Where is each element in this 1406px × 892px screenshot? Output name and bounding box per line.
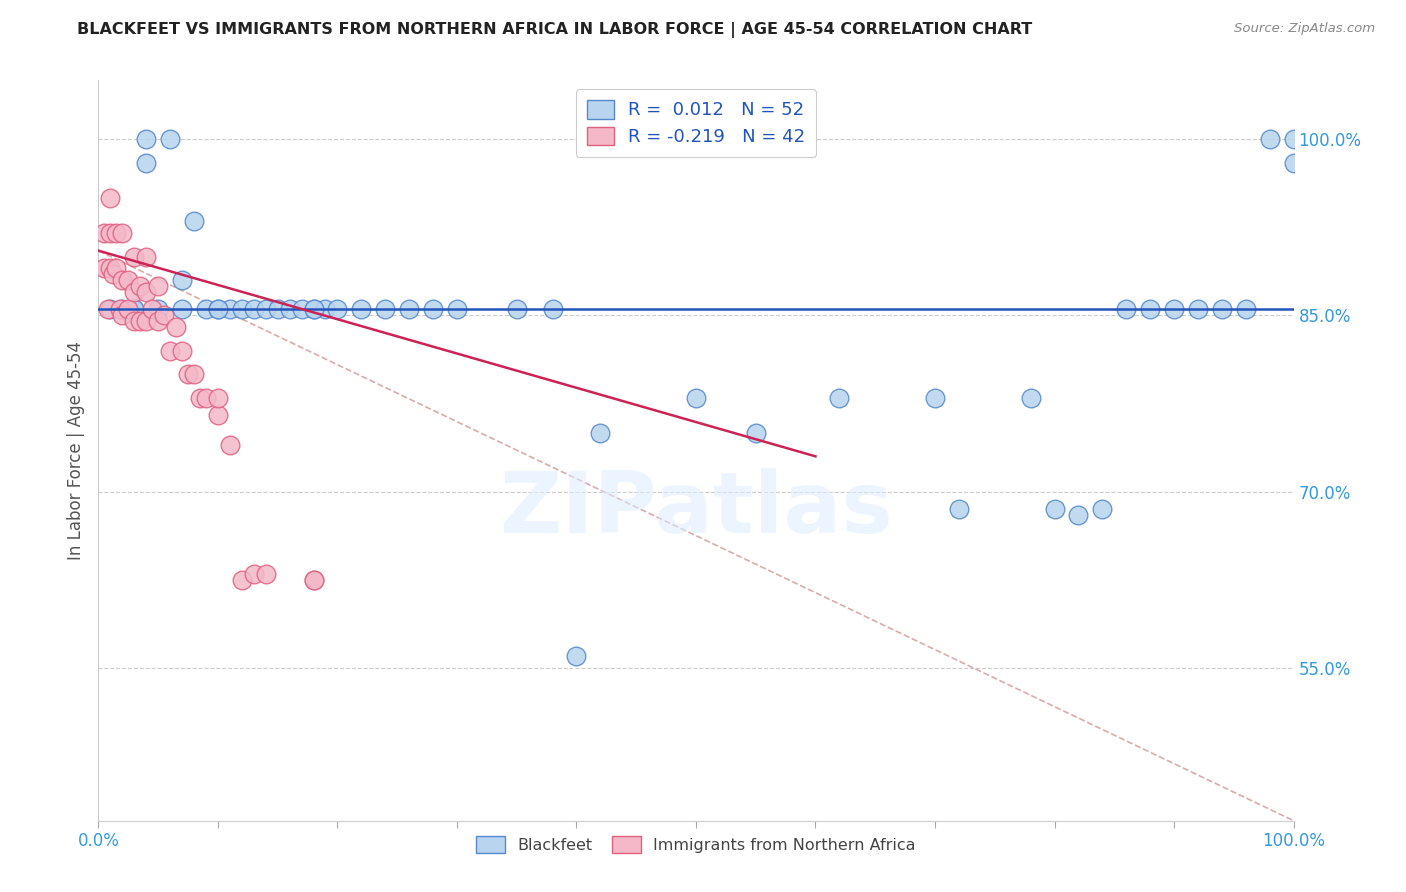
Point [267, 302, 290, 317]
Point [541, 302, 564, 317]
Point [231, 573, 253, 587]
Point [326, 302, 349, 317]
Point [165, 320, 187, 334]
Point [231, 302, 253, 317]
Point [183, 214, 205, 228]
Point [135, 250, 157, 264]
Point [153, 308, 176, 322]
Point [565, 649, 588, 664]
Point [1091, 502, 1114, 516]
Point [172, 302, 194, 317]
Point [135, 155, 157, 169]
Legend: Blackfeet, Immigrants from Northern Africa: Blackfeet, Immigrants from Northern Afri… [468, 829, 924, 861]
Point [124, 250, 146, 264]
Point [148, 279, 170, 293]
Text: ZIPatlas: ZIPatlas [499, 468, 893, 551]
Point [1282, 155, 1305, 169]
Point [1019, 391, 1042, 405]
Point [124, 285, 146, 299]
Point [278, 302, 301, 317]
Point [172, 273, 194, 287]
Point [1115, 302, 1137, 317]
Point [685, 391, 707, 405]
Point [124, 314, 146, 328]
Text: BLACKFEET VS IMMIGRANTS FROM NORTHERN AFRICA IN LABOR FORCE | AGE 45-54 CORRELAT: BLACKFEET VS IMMIGRANTS FROM NORTHERN AF… [77, 22, 1032, 38]
Point [398, 302, 420, 317]
Point [159, 132, 181, 146]
Text: Source: ZipAtlas.com: Source: ZipAtlas.com [1234, 22, 1375, 36]
Point [124, 302, 146, 317]
Point [129, 279, 152, 293]
Point [243, 302, 266, 317]
Point [135, 314, 157, 328]
Point [302, 573, 325, 587]
Point [124, 302, 146, 317]
Point [207, 408, 229, 422]
Point [183, 367, 205, 381]
Point [745, 425, 768, 440]
Point [93, 261, 115, 276]
Point [172, 343, 194, 358]
Point [589, 425, 612, 440]
Point [291, 302, 314, 317]
Point [1043, 502, 1066, 516]
Point [422, 302, 444, 317]
Point [135, 285, 157, 299]
Point [243, 566, 266, 581]
Point [1234, 302, 1257, 317]
Point [97, 302, 120, 317]
Point [129, 314, 152, 328]
Point [302, 302, 325, 317]
Y-axis label: In Labor Force | Age 45-54: In Labor Force | Age 45-54 [66, 341, 84, 560]
Point [98, 226, 122, 240]
Point [105, 226, 128, 240]
Point [828, 391, 851, 405]
Point [101, 267, 124, 281]
Point [111, 226, 134, 240]
Point [219, 437, 242, 451]
Point [302, 573, 325, 587]
Point [350, 302, 373, 317]
Point [111, 308, 134, 322]
Point [135, 132, 157, 146]
Point [195, 302, 218, 317]
Point [141, 302, 163, 317]
Point [924, 391, 946, 405]
Point [315, 302, 337, 317]
Point [948, 502, 970, 516]
Point [111, 273, 134, 287]
Point [1067, 508, 1090, 522]
Point [93, 226, 115, 240]
Point [195, 391, 218, 405]
Point [188, 391, 211, 405]
Point [374, 302, 396, 317]
Point [1187, 302, 1209, 317]
Point [1258, 132, 1281, 146]
Point [148, 302, 170, 317]
Point [98, 302, 122, 317]
Point [159, 343, 181, 358]
Point [302, 302, 325, 317]
Point [98, 191, 122, 205]
Point [506, 302, 529, 317]
Point [148, 314, 170, 328]
Point [446, 302, 468, 317]
Point [177, 367, 200, 381]
Point [1282, 132, 1305, 146]
Point [207, 391, 229, 405]
Point [105, 261, 128, 276]
Point [111, 302, 134, 317]
Point [207, 302, 229, 317]
Point [219, 302, 242, 317]
Point [254, 566, 277, 581]
Point [254, 302, 277, 317]
Point [108, 302, 131, 317]
Point [98, 261, 122, 276]
Point [117, 302, 139, 317]
Point [207, 302, 229, 317]
Point [1139, 302, 1161, 317]
Point [117, 273, 139, 287]
Point [1163, 302, 1185, 317]
Point [1211, 302, 1233, 317]
